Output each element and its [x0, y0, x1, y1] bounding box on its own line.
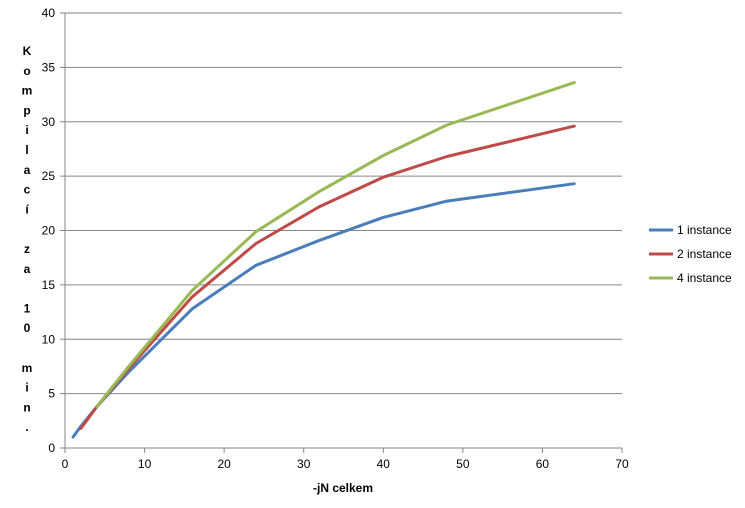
legend: 1 instance 2 instance 4 instance — [649, 223, 732, 285]
legend-label-3: 4 instance — [677, 271, 732, 285]
x-tick-label-60: 60 — [536, 457, 550, 471]
x-tick-label-20: 20 — [217, 457, 231, 471]
gridlines — [65, 12, 622, 395]
series-lines — [71, 81, 576, 439]
x-axis-title: -jN celkem — [313, 481, 373, 495]
x-tick-label-50: 50 — [456, 457, 470, 471]
x-tick-label-30: 30 — [297, 457, 311, 471]
axes — [60, 12, 623, 453]
y-tick-label-10: 10 — [42, 332, 56, 346]
y-tick-labels: 0 5 10 15 20 25 30 35 40 — [42, 6, 56, 455]
series-line-2 — [79, 124, 576, 430]
y-tick-label-15: 15 — [42, 278, 56, 292]
x-tick-label-0: 0 — [62, 457, 69, 471]
y-tick-label-5: 5 — [48, 387, 55, 401]
series-line-3 — [95, 81, 576, 409]
x-tick-label-10: 10 — [138, 457, 152, 471]
x-tick-label-70: 70 — [615, 457, 629, 471]
y-tick-label-25: 25 — [42, 169, 56, 183]
y-tick-label-20: 20 — [42, 224, 56, 238]
y-tick-label-40: 40 — [42, 6, 56, 20]
legend-label-2: 2 instance — [677, 247, 732, 261]
y-tick-label-30: 30 — [42, 115, 56, 129]
x-tick-labels: 0 10 20 30 40 50 60 70 — [62, 457, 629, 471]
series-line-1 — [71, 182, 576, 439]
x-tick-label-40: 40 — [377, 457, 391, 471]
y-tick-label-0: 0 — [48, 441, 55, 455]
y-tick-label-35: 35 — [42, 60, 56, 74]
legend-label-1: 1 instance — [677, 223, 732, 237]
